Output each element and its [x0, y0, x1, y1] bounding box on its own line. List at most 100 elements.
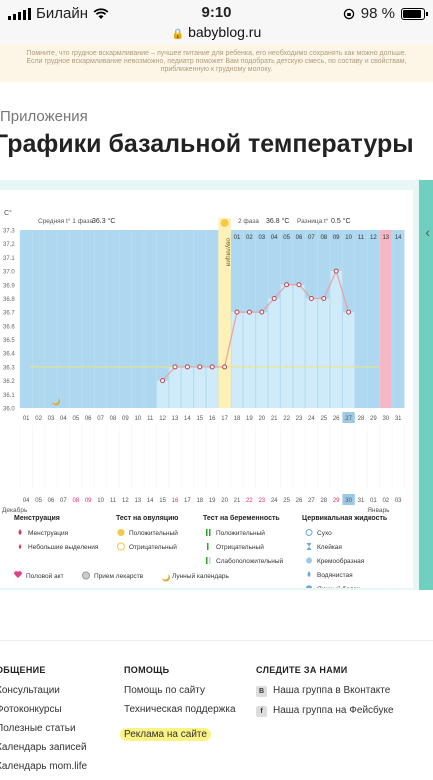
cervical-creamy-icon	[306, 557, 312, 564]
sun-icon	[117, 529, 125, 536]
footer-link[interactable]: Календарь записей	[0, 742, 87, 753]
y-tick-label: 36.1	[3, 393, 15, 399]
cycle-day-label: 13	[172, 416, 179, 422]
calendar-date-label: 16	[172, 498, 179, 504]
ovulation-label: овуляция	[225, 238, 232, 267]
signal-icon	[8, 7, 31, 20]
temperature-point	[184, 364, 190, 370]
y-tick-label: 36.7	[3, 311, 15, 317]
legend-item: Положительный	[129, 529, 178, 537]
temperature-bar	[330, 271, 342, 408]
moon-icon	[52, 398, 60, 406]
temperature-point	[308, 295, 314, 301]
legend-item: Слабоположительный	[216, 557, 284, 565]
temperature-point	[333, 268, 339, 274]
phase2-day-label: 07	[308, 235, 315, 241]
cycle-day-label: 02	[35, 416, 42, 422]
calendar-date-label: 31	[358, 498, 365, 504]
calendar-date-label: 03	[395, 498, 402, 504]
temperature-line	[162, 269, 350, 382]
cycle-day-label: 11	[147, 416, 154, 422]
calendar-date-label: 30	[345, 498, 352, 504]
y-tick-label: 36.9	[3, 283, 15, 289]
url-text: babyblog.ru	[188, 24, 262, 40]
calendar-date-label: 15	[159, 498, 166, 504]
calendar-date-label: 11	[110, 498, 117, 504]
clock: 9:10	[201, 4, 232, 21]
breadcrumb-link[interactable]: Приложения	[0, 108, 88, 125]
legend-item: Яичный белок	[317, 585, 360, 588]
orientation-lock-icon	[343, 8, 355, 19]
test-line-icon	[209, 529, 211, 536]
vk-link[interactable]: B Наша группа в Вконтакте	[256, 685, 394, 697]
footer-heading: ОБЩЕНИЕ	[0, 665, 46, 675]
footer-link[interactable]: Календарь mom.life	[0, 761, 88, 772]
y-tick-label: 36.4	[3, 352, 15, 358]
calendar-date-label: 09	[85, 498, 92, 504]
vk-label: Наша группа в Вконтакте	[273, 685, 391, 696]
temperature-point	[346, 309, 352, 315]
footer-col-social: СЛЕДИТЕ ЗА НАМИ B Наша группа в Вконтакте…	[256, 665, 394, 725]
cycle-day-label: 10	[134, 416, 141, 422]
calendar-date-label: 08	[72, 498, 79, 504]
cycle-day-label: 28	[358, 416, 365, 422]
phase2-day-label: 01	[234, 235, 241, 241]
footer-link-ads[interactable]: Реклама на сайте	[120, 728, 236, 741]
calendar-date-label: 29	[333, 498, 340, 504]
calendar-date-label: 22	[246, 498, 253, 504]
cycle-day-label: 31	[395, 416, 402, 422]
footer-link[interactable]: Полезные статьи	[0, 723, 76, 734]
temperature-bar	[157, 380, 169, 408]
legend-item: Отрицательный	[216, 543, 264, 551]
test-line-icon	[206, 557, 208, 564]
calendar-date-label: 20	[221, 498, 228, 504]
test-line-icon	[207, 543, 209, 550]
cervical-dry-icon	[305, 529, 313, 536]
footer-heading: СЛЕДИТЕ ЗА НАМИ	[256, 665, 348, 675]
calendar-date-label: 10	[97, 498, 104, 504]
calendar-date-label: 01	[370, 498, 377, 504]
carrier-area: Билайн	[8, 5, 109, 22]
wifi-icon	[93, 7, 109, 19]
breadcrumb[interactable]: Приложения	[0, 108, 88, 125]
footer-col-help: ПОМОЩЬ Помощь по сайту Техническая подде…	[120, 665, 236, 748]
legend-item: Положительный	[216, 529, 265, 537]
cycle-day-label: 09	[122, 416, 129, 422]
side-strip	[419, 180, 433, 590]
cervical-eggwhite-icon	[305, 585, 313, 592]
moon-icon	[162, 574, 170, 582]
legend-item: Половой акт	[26, 572, 64, 580]
cycle-day-label: 04	[60, 416, 67, 422]
temperature-point	[197, 364, 203, 370]
legend-item: Отрицательный	[129, 543, 177, 551]
footer-link[interactable]: Фотоконкурсы	[0, 704, 62, 715]
temperature-bar	[256, 312, 268, 408]
cervical-watery-icon	[307, 571, 311, 577]
calendar-date-label: 05	[35, 498, 42, 504]
y-tick-label: 36.2	[3, 379, 15, 385]
month-right-label: Январь	[367, 507, 390, 514]
legend-title: Цервикальная жидкость	[302, 515, 388, 522]
legend-item: Небольшие выделения	[28, 543, 99, 551]
cycle-day-label: 27	[345, 416, 352, 422]
cycle-day-label: 30	[382, 416, 389, 422]
legend-item: Менструация	[28, 530, 69, 537]
info-banner: Помните, что грудное вскармливание – луч…	[0, 44, 433, 82]
calendar-date-label: 02	[382, 498, 389, 504]
footer-link[interactable]: Консультации	[0, 685, 60, 696]
footer-link[interactable]: Техническая поддержка	[124, 704, 236, 715]
temperature-bar	[231, 312, 243, 408]
drop-small-icon	[18, 544, 22, 549]
cycle-day-label: 12	[159, 416, 166, 422]
cycle-day-label: 17	[221, 416, 228, 422]
chevron-left-icon[interactable]: ‹	[425, 224, 430, 240]
address-bar[interactable]: 🔒 babyblog.ru	[0, 24, 433, 40]
temperature-bar	[343, 312, 355, 408]
cycle-day-label: 29	[370, 416, 377, 422]
footer-link[interactable]: Помощь по сайту	[124, 685, 205, 696]
temperature-bar	[243, 312, 255, 408]
cycle-day-label: 01	[23, 416, 30, 422]
y-tick-label: 36.0	[3, 407, 15, 413]
facebook-link[interactable]: f Наша группа на Фейсбуке	[256, 705, 394, 717]
facebook-label: Наша группа на Фейсбуке	[273, 705, 394, 716]
